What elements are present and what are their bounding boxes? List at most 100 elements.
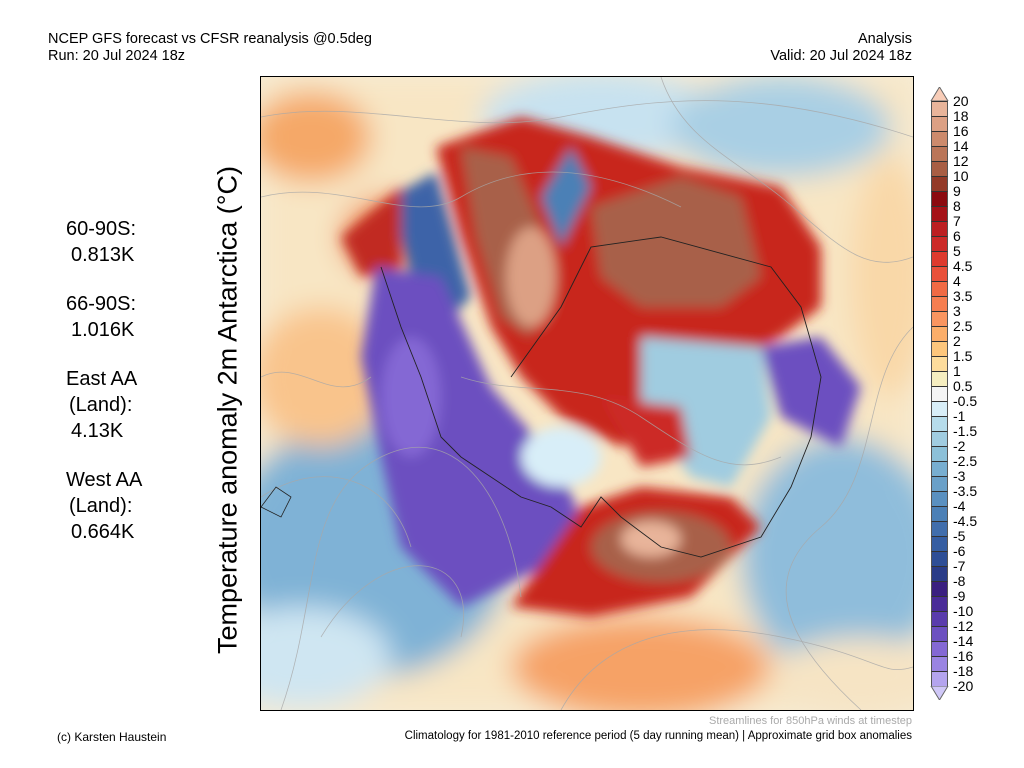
south-america-coastline	[261, 486, 292, 518]
stat-label-2: (Land):	[69, 495, 133, 517]
colorbar-tick-label: -2	[953, 438, 966, 454]
stat-label: West AA	[66, 469, 143, 491]
colorbar-tick-label: 4.5	[953, 258, 973, 274]
colorbar-box	[931, 131, 948, 146]
colorbar-box	[931, 626, 948, 641]
colorbar-tick-label: -18	[953, 663, 974, 679]
stat-label-2: (Land):	[69, 394, 133, 416]
colorbar-tick-label: -6	[953, 543, 966, 559]
colorbar-tick-label: -16	[953, 648, 974, 664]
colorbar-extend-bottom	[930, 686, 949, 700]
colorbar-tick-label: -12	[953, 618, 974, 634]
colorbar-tick-label: 6	[953, 228, 961, 244]
stat-label: East AA	[66, 368, 138, 390]
colorbar-box	[931, 536, 948, 551]
stat-east-aa: East AA (Land): 4.13K	[66, 366, 142, 444]
colorbar-box	[931, 356, 948, 371]
colorbar-tick-label: 1.5	[953, 348, 973, 364]
colorbar-box	[931, 101, 948, 116]
colorbar-tick-label: -1.5	[953, 423, 978, 439]
colorbar-box	[931, 296, 948, 311]
colorbar-box	[931, 491, 948, 506]
stat-label: 60-90S:	[66, 218, 137, 240]
colorbar-tick-label: 16	[953, 123, 969, 139]
colorbar-tick-label: -10	[953, 603, 974, 619]
colorbar-tick-label: -0.5	[953, 393, 978, 409]
colorbar-tick-label: 3	[953, 303, 961, 319]
colorbar-box	[931, 206, 948, 221]
colorbar-tick-label: -9	[953, 588, 966, 604]
colorbar-tick-label: -1	[953, 408, 966, 424]
colorbar-tick-label: -3.5	[953, 483, 978, 499]
colorbar: 20 18 16 14 12 10 9 8 7 6 5 4.5 4 3.5 3 2.5 2 1.5 1 0.5 -0.5…	[930, 86, 990, 706]
stat-label: 66-90S:	[66, 293, 137, 315]
colorbar-box	[931, 641, 948, 656]
colorbar-box	[931, 521, 948, 536]
colorbar-box	[931, 476, 948, 491]
colorbar-box	[931, 266, 948, 281]
colorbar-tick-label: 2	[953, 333, 961, 349]
colorbar-box	[931, 596, 948, 611]
colorbar-tick-label: 1	[953, 363, 961, 379]
streamlines	[261, 77, 913, 710]
colorbar-box	[931, 446, 948, 461]
colorbar-box	[931, 551, 948, 566]
colorbar-box	[931, 431, 948, 446]
colorbar-tick-label: -2.5	[953, 453, 978, 469]
colorbar-box	[931, 326, 948, 341]
stat-value: 0.813K	[71, 244, 135, 266]
colorbar-tick-label: -7	[953, 558, 966, 574]
header-right: Analysis Valid: 20 Jul 2024 18z	[770, 31, 912, 65]
colorbar-tick-label: -8	[953, 573, 966, 589]
stat-value: 1.016K	[71, 319, 135, 341]
colorbar-box	[931, 236, 948, 251]
colorbar-box	[931, 311, 948, 326]
colorbar-box	[931, 461, 948, 476]
colorbar-box	[931, 506, 948, 521]
colorbar-box	[931, 656, 948, 671]
colorbar-box	[931, 341, 948, 356]
chart-title: NCEP GFS forecast vs CFSR reanalysis @0.…	[48, 31, 372, 47]
stat-west-aa: West AA (Land): 0.664K	[66, 467, 142, 545]
map-canvas	[261, 77, 913, 710]
colorbar-box	[931, 671, 948, 686]
anomaly-map	[260, 76, 914, 711]
colorbar-tick-label: -3	[953, 468, 966, 484]
header-left: NCEP GFS forecast vs CFSR reanalysis @0.…	[48, 31, 372, 65]
stat-66-90s: 66-90S: 1.016K	[66, 291, 142, 343]
valid-time: Valid: 20 Jul 2024 18z	[770, 48, 912, 64]
colorbar-tick-label: -20	[953, 678, 974, 694]
colorbar-box	[931, 566, 948, 581]
credit: (c) Karsten Haustein	[57, 730, 167, 744]
colorbar-tick-label: 0.5	[953, 378, 973, 394]
mode-label: Analysis	[858, 31, 912, 47]
colorbar-tick-label: 14	[953, 138, 969, 154]
colorbar-box	[931, 401, 948, 416]
colorbar-tick-label: 8	[953, 198, 961, 214]
run-time: Run: 20 Jul 2024 18z	[48, 48, 186, 64]
colorbar-tick-label: 12	[953, 153, 969, 169]
colorbar-box	[931, 191, 948, 206]
colorbar-box	[931, 251, 948, 266]
colorbar-tick-label: 9	[953, 183, 961, 199]
colorbar-box	[931, 416, 948, 431]
colorbar-tick-label: 2.5	[953, 318, 973, 334]
colorbar-tick-label: 3.5	[953, 288, 973, 304]
colorbar-tick-label: -4	[953, 498, 966, 514]
colorbar-box	[931, 176, 948, 191]
colorbar-tick-label: 20	[953, 93, 969, 109]
colorbar-box	[931, 116, 948, 131]
antarctica-coastline	[380, 236, 822, 558]
colorbar-box	[931, 386, 948, 401]
colorbar-box	[931, 281, 948, 296]
colorbar-tick-label: 4	[953, 273, 961, 289]
colorbar-box	[931, 611, 948, 626]
stat-60-90s: 60-90S: 0.813K	[66, 216, 142, 268]
colorbar-box	[931, 371, 948, 386]
colorbar-box	[931, 146, 948, 161]
streamlines-note: Streamlines for 850hPa winds at timestep	[709, 715, 912, 727]
stat-value: 0.664K	[71, 521, 135, 543]
colorbar-extend-top	[930, 87, 949, 101]
colorbar-box	[931, 581, 948, 596]
regional-stats: 60-90S: 0.813K 66-90S: 1.016K East AA (L…	[66, 216, 142, 568]
